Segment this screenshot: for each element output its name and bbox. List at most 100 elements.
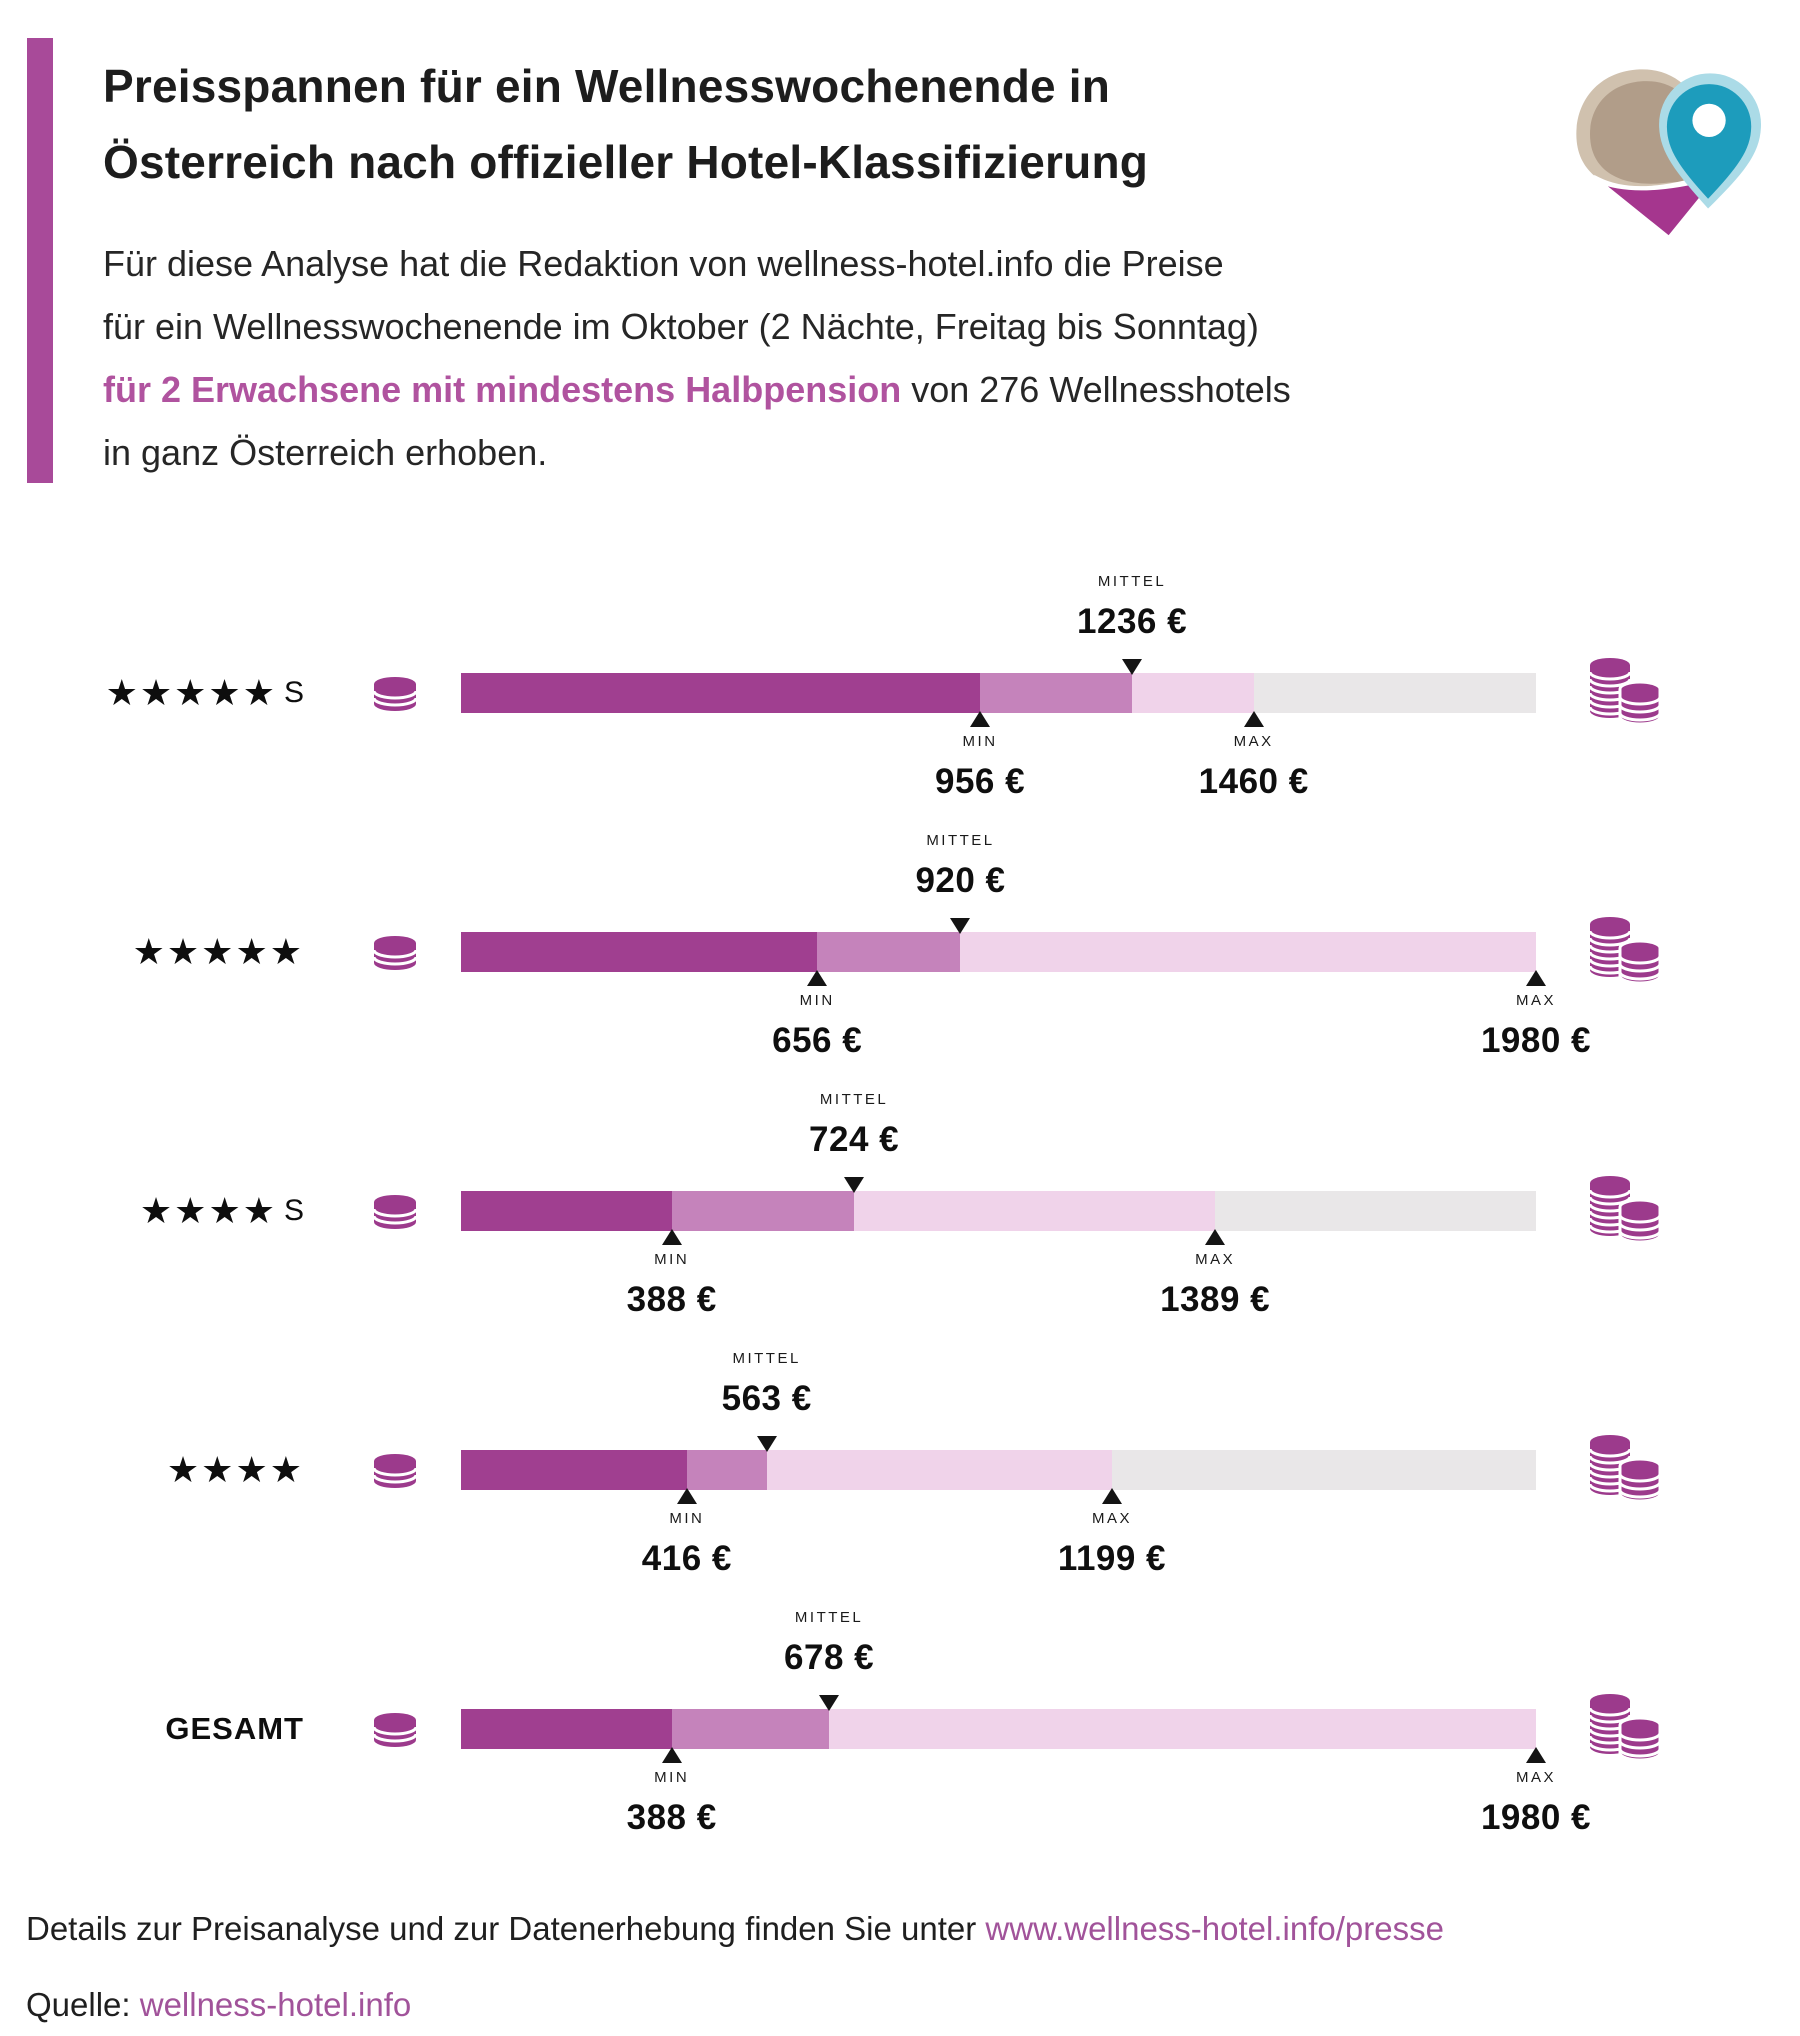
title-line-2: Österreich nach offizieller Hotel-Klassi… bbox=[103, 136, 1149, 188]
min-marker-icon bbox=[676, 1488, 697, 1504]
bar-segment-min-to-mittel bbox=[817, 932, 961, 972]
logo-graphic bbox=[1576, 69, 1761, 241]
chart-row: GESAMT MITTEL 678 € MIN 388 € MAX 1980 € bbox=[0, 1609, 1800, 1868]
coin-pile-icon bbox=[1588, 658, 1662, 726]
price-range-bar bbox=[461, 1450, 1536, 1490]
page-title: Preisspannen für ein Wellnesswochenende … bbox=[103, 48, 1403, 200]
min-marker-icon bbox=[807, 970, 828, 986]
coin-stack-icon bbox=[372, 936, 418, 970]
min-value-group: MIN 656 € bbox=[697, 992, 937, 1061]
accent-bar bbox=[27, 38, 53, 483]
max-value-group: MAX 1460 € bbox=[1134, 733, 1374, 802]
mittel-value-group: MITTEL 1236 € bbox=[1012, 573, 1252, 642]
min-value-group: MIN 388 € bbox=[552, 1251, 792, 1320]
intro-line-4: in ganz Österreich erhoben. bbox=[103, 432, 548, 473]
coin-stack-icon bbox=[372, 934, 418, 972]
footer-details-text: Details zur Preisanalyse und zur Datener… bbox=[26, 1910, 986, 1947]
max-value: 1199 € bbox=[1057, 1539, 1167, 1578]
coin-pile-icon bbox=[1588, 917, 1662, 985]
bar-segment-below-min bbox=[461, 1709, 672, 1749]
bar-segment-min-to-mittel bbox=[671, 1191, 855, 1231]
mittel-value-group: MITTEL 563 € bbox=[647, 1350, 887, 1419]
mittel-label: MITTEL bbox=[819, 1091, 889, 1108]
category-label: ★★★★★ bbox=[20, 932, 304, 972]
min-label: MIN bbox=[669, 1510, 705, 1527]
coin-pile-icon bbox=[1588, 1176, 1662, 1244]
mittel-label: MITTEL bbox=[926, 832, 995, 849]
mittel-label: MITTEL bbox=[794, 1609, 864, 1626]
presse-link[interactable]: www.wellness-hotel.info/presse bbox=[985, 1910, 1444, 1947]
bar-segment-below-min bbox=[461, 1191, 672, 1231]
coin-pile-icon bbox=[1588, 655, 1664, 733]
max-marker-icon bbox=[1101, 1488, 1122, 1504]
intro-line-2: für ein Wellnesswochenende im Oktober (2… bbox=[103, 306, 1259, 347]
min-label: MIN bbox=[962, 733, 998, 750]
max-label: MAX bbox=[1195, 1251, 1236, 1268]
mittel-value-group: MITTEL 724 € bbox=[734, 1091, 974, 1160]
bar-segment-mittel-to-max bbox=[960, 932, 1536, 972]
coin-pile-icon bbox=[1588, 1691, 1664, 1769]
min-label: MIN bbox=[654, 1769, 690, 1786]
bar-segment-mittel-to-max bbox=[854, 1191, 1216, 1231]
bar-segment-above-max bbox=[1253, 673, 1536, 713]
max-marker-icon bbox=[1243, 711, 1264, 727]
mittel-marker-icon bbox=[950, 918, 971, 934]
mittel-value: 920 € bbox=[915, 861, 1006, 900]
intro-text: Für diese Analyse hat die Redaktion von … bbox=[103, 232, 1563, 484]
mittel-marker-icon bbox=[756, 1436, 777, 1452]
chart-row: ★★★★★ MITTEL 920 € MIN 656 € MAX 1980 € bbox=[0, 832, 1800, 1091]
max-value-group: MAX 1199 € bbox=[992, 1510, 1232, 1579]
price-range-bar bbox=[461, 932, 1536, 972]
price-range-chart: ★★★★★ S MITTEL 1236 € MIN 956 € MAX 1460 … bbox=[0, 573, 1800, 1868]
max-value-group: MAX 1980 € bbox=[1416, 992, 1656, 1061]
star-rating: ★★★★ bbox=[139, 1190, 277, 1231]
min-marker-icon bbox=[661, 1229, 682, 1245]
min-value: 656 € bbox=[772, 1021, 863, 1060]
min-value: 388 € bbox=[626, 1280, 717, 1319]
coin-stack-icon bbox=[372, 677, 418, 711]
bar-segment-below-min bbox=[461, 932, 818, 972]
coin-pile-icon bbox=[1588, 1173, 1664, 1251]
max-label: MAX bbox=[1091, 1510, 1132, 1527]
intro-line-1: Für diese Analyse hat die Redaktion von … bbox=[103, 243, 1224, 284]
min-label: MIN bbox=[654, 1251, 690, 1268]
superior-suffix: S bbox=[283, 676, 304, 709]
min-marker-icon bbox=[661, 1747, 682, 1763]
min-value: 388 € bbox=[626, 1798, 717, 1837]
min-label: MIN bbox=[799, 992, 835, 1009]
coin-stack-icon bbox=[372, 1454, 418, 1488]
intro-line-3-rest: von 276 Wellnesshotels bbox=[901, 369, 1291, 410]
max-label: MAX bbox=[1515, 1769, 1556, 1786]
price-range-bar bbox=[461, 1191, 1536, 1231]
mittel-marker-icon bbox=[844, 1177, 865, 1193]
coin-stack-icon bbox=[372, 1193, 418, 1231]
max-marker-icon bbox=[1526, 970, 1546, 986]
category-text: GESAMT bbox=[165, 1711, 304, 1746]
bar-segment-min-to-mittel bbox=[671, 1709, 830, 1749]
mittel-marker-icon bbox=[1122, 659, 1143, 675]
category-label: GESAMT bbox=[20, 1709, 304, 1749]
bar-segment-above-max bbox=[1111, 1450, 1536, 1490]
min-value: 416 € bbox=[641, 1539, 732, 1578]
bar-segment-above-max bbox=[1215, 1191, 1536, 1231]
star-rating: ★★★★★ bbox=[132, 931, 304, 972]
intro-line-3: für 2 Erwachsene mit mindestens Halbpens… bbox=[103, 358, 1563, 421]
category-label: ★★★★ S bbox=[20, 1191, 304, 1231]
source-link[interactable]: wellness-hotel.info bbox=[139, 1986, 412, 2023]
max-marker-icon bbox=[1526, 1747, 1546, 1763]
mittel-label: MITTEL bbox=[1097, 573, 1167, 590]
title-line-1: Preisspannen für ein Wellnesswochenende … bbox=[103, 60, 1111, 112]
chart-row: ★★★★ S MITTEL 724 € MIN 388 € MAX 1389 € bbox=[0, 1091, 1800, 1350]
mittel-value: 563 € bbox=[721, 1379, 812, 1418]
wellness-hotel-heart-pin-logo bbox=[1565, 34, 1761, 241]
bar-segment-mittel-to-max bbox=[829, 1709, 1536, 1749]
coin-stack-icon bbox=[372, 1711, 418, 1749]
min-value-group: MIN 956 € bbox=[860, 733, 1100, 802]
max-value: 1980 € bbox=[1480, 1021, 1592, 1060]
bar-segment-mittel-to-max bbox=[1132, 673, 1254, 713]
bar-segment-mittel-to-max bbox=[766, 1450, 1112, 1490]
star-rating: ★★★★ bbox=[166, 1449, 304, 1490]
bar-segment-below-min bbox=[461, 1450, 687, 1490]
max-value-group: MAX 1389 € bbox=[1095, 1251, 1335, 1320]
